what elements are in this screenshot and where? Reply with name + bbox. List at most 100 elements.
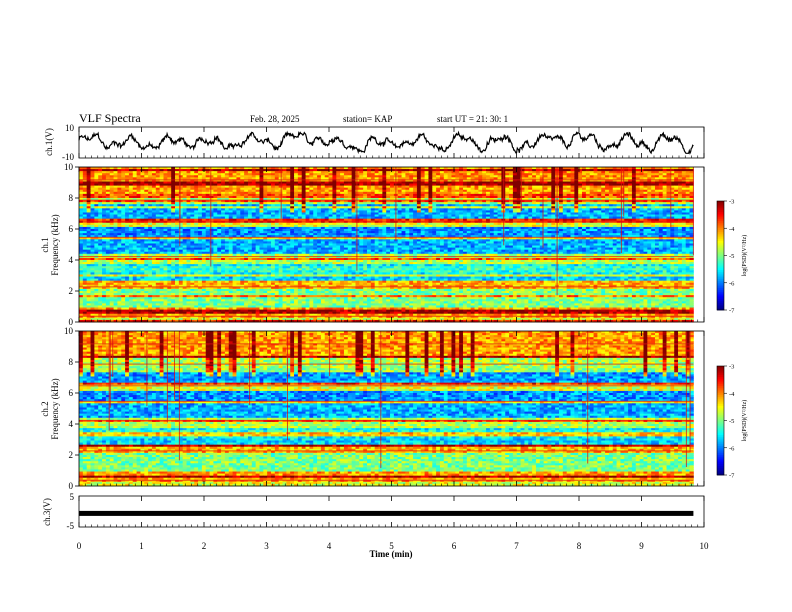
colorbar-segment <box>717 389 724 392</box>
colorbar-segment <box>717 235 724 238</box>
freq-tick-label: 10 <box>64 162 74 172</box>
colorbar-segment <box>717 291 724 295</box>
colorbar-segment <box>717 201 724 204</box>
ch1-spectrogram-panel: 0 2 4 6 8 10 ch.1 Frequency (kHz) <box>40 162 705 327</box>
colorbar-label: log(PSD)(V²/Hz) <box>741 235 748 276</box>
ch1-spec-ylabel-channel: ch.1 <box>40 237 50 252</box>
colorbar-segment <box>717 367 724 371</box>
colorbar-segment <box>717 211 724 215</box>
station-label: station= KAP <box>343 114 392 124</box>
colorbar-segment <box>717 295 724 298</box>
colorbar-segment <box>717 393 724 396</box>
colorbar-segment <box>717 300 724 304</box>
colorbar-segment <box>717 224 724 227</box>
freq-tick-label: 4 <box>69 419 74 429</box>
colorbar-segment <box>717 427 724 430</box>
ch1-colorbar: -3 -4 -5 -6 -7 log(PSD)(V²/Hz) <box>716 199 748 315</box>
time-tick-label: 10 <box>700 541 710 551</box>
colorbar-segment <box>717 422 724 425</box>
ch2-spectrogram-panel: 0 2 4 6 8 10 ch.2 Frequency (kHz) <box>40 326 705 491</box>
colorbar-segment <box>717 255 724 258</box>
colorbar-segment <box>717 268 724 271</box>
colorbar-segment <box>717 407 724 410</box>
colorbar-segment <box>717 387 724 391</box>
colorbar-segment <box>717 415 724 418</box>
colorbar-segment <box>717 458 724 461</box>
ch1-waveform-line <box>78 130 694 155</box>
colorbar-segment <box>717 262 724 265</box>
colorbar-segment <box>717 286 724 289</box>
colorbar-segment <box>717 366 724 369</box>
colorbar-segment <box>717 460 724 463</box>
ch1-freq-ticks: 0 2 4 6 8 10 <box>64 162 79 327</box>
time-tick-label: 0 <box>77 541 82 551</box>
ch3-ytick-top: 5 <box>70 492 75 502</box>
ch3-waveform-panel: 5 -5 ch.3(V) <box>42 492 705 531</box>
colorbar-segment <box>717 284 724 287</box>
colorbar-segment <box>717 206 724 209</box>
colorbar-tick-label: -5 <box>729 418 734 425</box>
colorbar-segment <box>717 266 724 269</box>
colorbar-segment <box>717 436 724 440</box>
colorbar-segment <box>717 442 724 445</box>
colorbar-segment <box>717 411 724 414</box>
colorbar-segment <box>717 447 724 450</box>
colorbar-segment <box>717 210 724 213</box>
colorbar-segment <box>717 398 724 401</box>
colorbar-segment <box>717 250 724 253</box>
ch1-spectrogram-image <box>79 167 704 323</box>
time-tick-label: 9 <box>639 541 644 551</box>
ch1-waveform-panel: 10 -10 ch.1(V) <box>44 123 705 162</box>
colorbar-segment <box>717 226 724 229</box>
freq-tick-label: 2 <box>69 450 74 460</box>
freq-tick-label: 6 <box>69 224 74 234</box>
colorbar-segment <box>717 264 724 267</box>
colorbar-segment <box>717 471 724 474</box>
ch2-spectrogram-image <box>79 331 704 487</box>
colorbar-segment <box>717 215 724 218</box>
colorbar-segment <box>717 308 724 311</box>
ch1-spec-ylabel: Frequency (kHz) <box>50 214 60 275</box>
colorbar-segment <box>717 369 724 372</box>
colorbar-segment <box>717 282 724 285</box>
colorbar-segment <box>717 253 724 256</box>
colorbar-segment <box>717 456 724 460</box>
colorbar-segment <box>717 248 724 251</box>
colorbar-segment <box>717 402 724 405</box>
colorbar-segment <box>717 288 724 291</box>
ch1-waveform-ylabel: ch.1(V) <box>44 128 54 156</box>
colorbar-label: log(PSD)(V²/Hz) <box>741 400 748 441</box>
freq-tick-label: 8 <box>69 193 74 203</box>
colorbar-segment <box>717 431 724 434</box>
colorbar-tick-label: -3 <box>729 199 734 206</box>
colorbar-segment <box>717 273 724 276</box>
colorbar-segment <box>717 373 724 376</box>
colorbar-segment <box>717 237 724 240</box>
colorbar-segment <box>717 230 724 233</box>
colorbar-segment <box>717 438 724 441</box>
colorbar-tick-label: -6 <box>729 445 735 452</box>
colorbar-segment <box>717 299 724 302</box>
colorbar-segment <box>717 444 724 447</box>
colorbar-segment <box>717 449 724 452</box>
colorbar-segment <box>717 405 724 409</box>
colorbar-segment <box>717 400 724 403</box>
colorbar-segment <box>717 416 724 420</box>
colorbar-segment <box>717 277 724 280</box>
colorbar-tick-label: -7 <box>729 308 735 315</box>
time-tick-label: 7 <box>514 541 519 551</box>
colorbar-segment <box>717 213 724 216</box>
time-tick-label: 5 <box>389 541 394 551</box>
freq-tick-label: 8 <box>69 357 74 367</box>
ch3-waveform-ylabel: ch.3(V) <box>42 498 52 526</box>
date-label: Feb. 28, 2025 <box>250 114 300 124</box>
colorbar-segment <box>717 271 724 275</box>
colorbar-segment <box>717 304 724 307</box>
colorbar-segment <box>717 270 724 273</box>
colorbar-tick-label: -5 <box>729 253 734 260</box>
ch1-ytick-top: 10 <box>65 123 75 133</box>
ch2-freq-ticks: 0 2 4 6 8 10 <box>64 326 79 491</box>
colorbar-segment <box>717 260 724 264</box>
colorbar-segment <box>717 413 724 416</box>
colorbar-segment <box>717 208 724 211</box>
